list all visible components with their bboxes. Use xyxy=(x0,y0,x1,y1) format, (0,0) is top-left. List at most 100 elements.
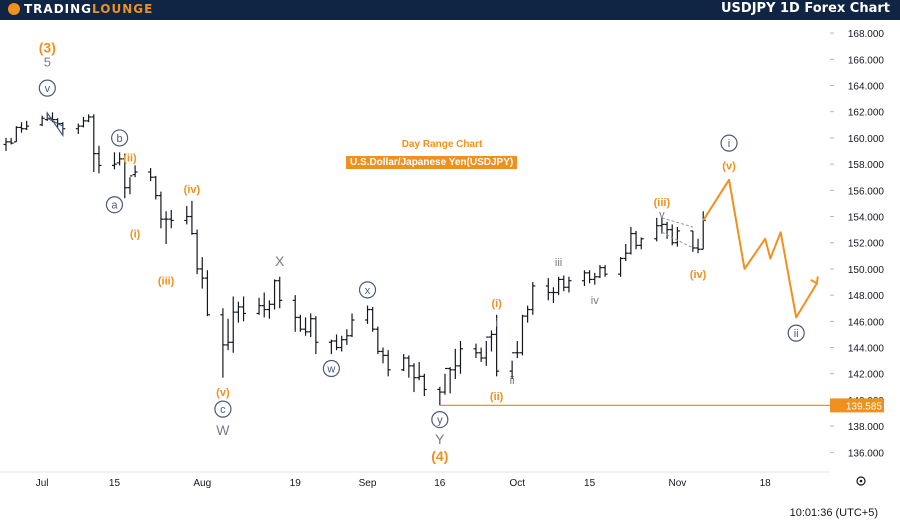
x-tick-label: 18 xyxy=(760,478,772,489)
gear-icon[interactable] xyxy=(856,476,866,486)
ohlc-bar xyxy=(488,330,494,352)
ohlc-bar xyxy=(334,334,340,351)
ohlc-bar xyxy=(530,282,536,315)
ohlc-bar xyxy=(556,276,562,296)
x-tick-label: 16 xyxy=(434,478,446,489)
wave-label: (i) xyxy=(130,228,141,240)
wave-label: iv xyxy=(591,295,599,307)
ohlc-bar xyxy=(261,292,267,318)
ohlc-bar xyxy=(266,300,272,319)
ohlc-bar xyxy=(297,314,303,332)
wave-label: iii xyxy=(555,257,562,269)
wave-label: 5 xyxy=(44,54,51,69)
ohlc-bar xyxy=(277,276,283,309)
bottom-bar: 10:01:36 (UTC+5) xyxy=(0,502,900,522)
ohlc-bar xyxy=(587,270,593,284)
y-tick-label: 148.000 xyxy=(848,291,885,302)
ohlc-bar xyxy=(199,257,205,289)
wave-label: (v) xyxy=(722,160,736,172)
ohlc-bar xyxy=(628,227,634,255)
price-axis[interactable] xyxy=(830,20,900,500)
ohlc-bar xyxy=(303,317,309,336)
ohlc-bar xyxy=(328,339,334,355)
ohlc-bar xyxy=(597,264,603,279)
ohlc-bar xyxy=(509,352,515,379)
y-tick-label: 142.000 xyxy=(848,370,885,381)
ohlc-bar xyxy=(292,295,298,332)
wave-label-circle xyxy=(38,79,56,97)
ohlc-bar xyxy=(168,209,174,229)
price-level-badge xyxy=(830,398,884,413)
ohlc-bar xyxy=(91,114,97,172)
y-tick-label: 152.000 xyxy=(848,239,885,250)
ohlc-bar xyxy=(437,386,443,406)
logo-text-accent: LOUNGE xyxy=(92,2,154,16)
ohlc-bar xyxy=(478,347,484,362)
wave-label: w xyxy=(326,363,335,375)
ohlc-bar xyxy=(581,270,587,286)
ohlc-bar xyxy=(664,221,670,239)
wave-label: X xyxy=(275,253,285,269)
wave-label: x xyxy=(365,285,371,297)
price-chart[interactable]: 136.000138.000140.000142.000144.000146.0… xyxy=(0,20,900,500)
ohlc-bar xyxy=(375,326,381,355)
ohlc-bar xyxy=(349,313,355,338)
x-tick-label: Oct xyxy=(510,478,526,489)
y-tick-label: 144.000 xyxy=(848,344,885,355)
x-tick-label: Nov xyxy=(668,478,686,489)
wave-label: (iii) xyxy=(654,197,671,209)
logo-text-main: TRADING xyxy=(24,2,93,16)
ohlc-bar xyxy=(256,297,262,315)
wave-label: v xyxy=(659,209,665,221)
wave-label: (ii) xyxy=(490,391,504,403)
y-tick-label: 164.000 xyxy=(848,82,885,93)
ohlc-bar xyxy=(96,145,102,174)
ohlc-bar xyxy=(561,275,567,292)
ohlc-bar xyxy=(339,335,345,352)
wave-label-circle xyxy=(111,129,129,147)
wave-label: Y xyxy=(435,431,445,447)
ohlc-bar xyxy=(416,361,422,381)
ohlc-bar xyxy=(3,137,9,152)
wave-label: W xyxy=(216,422,230,438)
wave-label-circle xyxy=(787,324,805,342)
ohlc-bar xyxy=(75,123,81,134)
ohlc-bar xyxy=(39,115,45,127)
ohlc-bar xyxy=(545,278,551,301)
ohlc-bar xyxy=(308,313,314,338)
ohlc-bar xyxy=(158,191,164,229)
wave-label-circle xyxy=(214,400,232,418)
ohlc-bar xyxy=(525,305,531,323)
ohlc-bar xyxy=(411,363,417,393)
x-tick-label: 15 xyxy=(584,478,596,489)
ohlc-bar xyxy=(674,227,680,247)
wave-label: (iv) xyxy=(184,184,201,196)
projection-arrow-head xyxy=(810,276,819,285)
ohlc-bar xyxy=(514,340,520,359)
ohlc-bar xyxy=(189,200,195,235)
y-tick-label: 162.000 xyxy=(848,108,885,119)
wave-label: (i) xyxy=(491,298,502,310)
ohlc-bar xyxy=(473,343,479,359)
ohlc-bar xyxy=(117,152,123,166)
ohlc-bar xyxy=(695,238,701,254)
ohlc-bar xyxy=(344,329,350,345)
y-tick-label: 166.000 xyxy=(848,55,885,66)
wave-label: i xyxy=(495,317,497,329)
wave-label: i xyxy=(728,138,730,150)
wave-label: (iii) xyxy=(158,276,175,288)
ohlc-bar xyxy=(654,217,660,242)
ohlc-bar xyxy=(204,270,210,317)
ohlc-bar xyxy=(153,175,159,200)
ohlc-bar xyxy=(194,229,200,275)
channel-line xyxy=(661,217,694,228)
ohlc-bar xyxy=(220,308,226,378)
chart-subtitle-instrument: U.S.Dollar/Japanese Yen(USDJPY) xyxy=(346,156,518,169)
projection-path xyxy=(702,178,818,319)
x-tick-label: 15 xyxy=(109,478,121,489)
ohlc-bar xyxy=(669,224,675,246)
y-tick-label: 138.000 xyxy=(848,422,885,433)
y-tick-label: 154.000 xyxy=(848,213,885,224)
wave-label: (ii) xyxy=(123,152,137,164)
ohlc-bar xyxy=(618,257,624,277)
